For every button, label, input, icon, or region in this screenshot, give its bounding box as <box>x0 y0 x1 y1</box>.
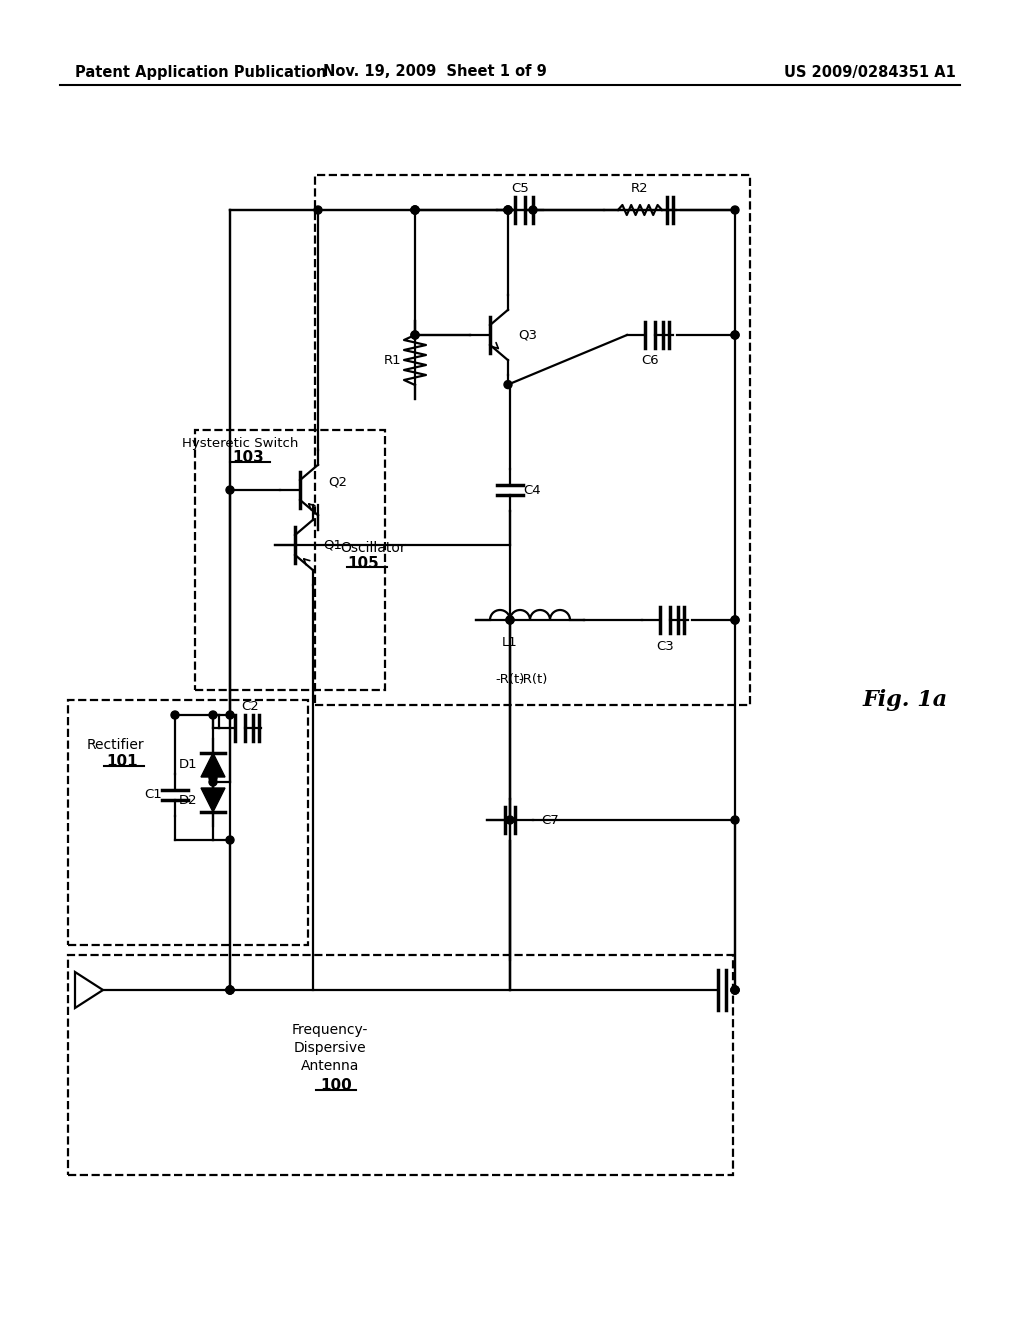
Circle shape <box>731 986 739 994</box>
Circle shape <box>731 986 739 994</box>
Text: Dispersive: Dispersive <box>294 1041 367 1055</box>
Text: -R(t): -R(t) <box>518 673 548 686</box>
Circle shape <box>731 206 739 214</box>
Text: C5: C5 <box>511 181 528 194</box>
Text: Patent Application Publication: Patent Application Publication <box>75 65 327 79</box>
Circle shape <box>411 206 419 214</box>
Text: C1: C1 <box>144 788 162 801</box>
Bar <box>68 954 733 1175</box>
Circle shape <box>411 206 419 214</box>
Circle shape <box>506 816 514 824</box>
Text: 103: 103 <box>232 450 264 466</box>
Circle shape <box>171 711 179 719</box>
Text: R2: R2 <box>631 181 649 194</box>
Polygon shape <box>201 752 225 777</box>
Text: -R(t): -R(t) <box>496 673 524 686</box>
Text: 105: 105 <box>347 556 379 570</box>
Text: C4: C4 <box>523 483 541 496</box>
Circle shape <box>731 816 739 824</box>
Circle shape <box>226 836 234 843</box>
Circle shape <box>504 206 512 214</box>
Text: C2: C2 <box>241 700 259 713</box>
Circle shape <box>731 331 739 339</box>
Text: L1: L1 <box>502 635 518 648</box>
Text: D2: D2 <box>178 793 198 807</box>
Circle shape <box>731 616 739 624</box>
Circle shape <box>226 986 234 994</box>
Circle shape <box>209 777 217 785</box>
Circle shape <box>411 206 419 214</box>
Text: US 2009/0284351 A1: US 2009/0284351 A1 <box>784 65 956 79</box>
Text: Rectifier: Rectifier <box>86 738 143 752</box>
Text: 101: 101 <box>106 755 138 770</box>
Circle shape <box>411 331 419 339</box>
Circle shape <box>209 711 217 719</box>
Text: Nov. 19, 2009  Sheet 1 of 9: Nov. 19, 2009 Sheet 1 of 9 <box>324 65 547 79</box>
Circle shape <box>504 206 512 214</box>
Text: Hysteretic Switch: Hysteretic Switch <box>182 437 298 450</box>
Text: D1: D1 <box>178 759 198 771</box>
Circle shape <box>529 206 537 214</box>
Text: Q3: Q3 <box>518 329 537 342</box>
Bar <box>315 176 750 705</box>
Text: Frequency-: Frequency- <box>292 1023 369 1038</box>
Circle shape <box>209 774 217 781</box>
Text: Q1: Q1 <box>323 539 342 552</box>
Circle shape <box>411 331 419 339</box>
Circle shape <box>731 986 739 994</box>
Circle shape <box>506 616 514 624</box>
Circle shape <box>506 616 514 624</box>
Text: 100: 100 <box>321 1078 352 1093</box>
Text: Fig. 1a: Fig. 1a <box>862 689 947 711</box>
Text: Q2: Q2 <box>328 475 347 488</box>
Circle shape <box>731 331 739 339</box>
Circle shape <box>226 486 234 494</box>
Polygon shape <box>201 788 225 812</box>
Circle shape <box>504 380 512 388</box>
Circle shape <box>314 206 322 214</box>
Text: C7: C7 <box>541 813 559 826</box>
Text: Oscillator: Oscillator <box>340 541 406 554</box>
Circle shape <box>226 711 234 719</box>
Circle shape <box>226 986 234 994</box>
Circle shape <box>226 986 234 994</box>
Text: R1: R1 <box>384 354 401 367</box>
Circle shape <box>731 616 739 624</box>
Bar <box>68 700 308 945</box>
Circle shape <box>504 206 512 214</box>
Bar <box>195 430 385 690</box>
Text: Antenna: Antenna <box>301 1059 359 1073</box>
Text: C3: C3 <box>656 639 674 652</box>
Text: C6: C6 <box>641 355 658 367</box>
